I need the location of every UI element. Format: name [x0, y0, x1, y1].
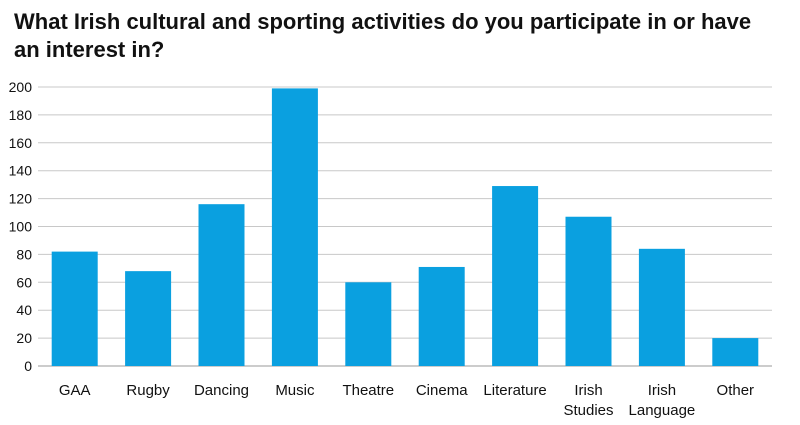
- x-category-label-line: Music: [275, 382, 315, 399]
- x-category-label-0: GAA: [59, 382, 91, 399]
- x-category-label-line: Theatre: [342, 382, 394, 399]
- bar-5: [418, 266, 465, 366]
- x-category-label-line: Studies: [563, 402, 613, 419]
- y-tick-label-20: 20: [16, 330, 32, 346]
- x-category-label-7: Irish Studies: [563, 382, 613, 419]
- bar-0: [51, 251, 98, 366]
- y-tick-label-120: 120: [9, 191, 33, 207]
- bar-4: [345, 282, 392, 366]
- x-category-label-line: Irish: [648, 382, 676, 399]
- x-category-label-4: Theatre: [342, 382, 394, 399]
- y-tick-label-180: 180: [9, 107, 33, 123]
- x-category-label-2: Dancing: [194, 382, 249, 399]
- x-category-label-line: Irish: [574, 382, 602, 399]
- chart-title: What Irish cultural and sporting activit…: [14, 9, 752, 62]
- bar-7: [565, 216, 612, 366]
- x-category-label-line: Dancing: [194, 382, 249, 399]
- bar-2: [198, 204, 245, 366]
- x-category-label-8: Irish Language: [629, 382, 696, 419]
- x-category-label-line: Language: [629, 402, 696, 419]
- y-tick-label-200: 200: [9, 79, 33, 95]
- y-tick-label-160: 160: [9, 135, 33, 151]
- bar-1: [125, 271, 172, 366]
- y-tick-label-40: 40: [16, 302, 32, 318]
- x-category-label-line: Literature: [483, 382, 546, 399]
- x-category-label-line: Rugby: [126, 382, 170, 399]
- y-tick-label-80: 80: [16, 246, 32, 262]
- bar-6: [492, 186, 539, 366]
- bar-9: [712, 338, 759, 366]
- x-category-label-line: Cinema: [416, 382, 468, 399]
- bar-3: [271, 88, 318, 367]
- x-category-label-line: Other: [717, 382, 755, 399]
- y-tick-label-0: 0: [24, 358, 32, 374]
- x-category-label-1: Rugby: [126, 382, 170, 399]
- x-category-label-6: Literature: [483, 382, 546, 399]
- x-category-label-9: Other: [717, 382, 755, 399]
- bar-8: [638, 248, 685, 366]
- x-category-label-3: Music: [275, 382, 315, 399]
- x-category-label-line: GAA: [59, 382, 91, 399]
- y-tick-label-100: 100: [9, 219, 33, 235]
- x-category-label-5: Cinema: [416, 382, 468, 399]
- y-tick-label-140: 140: [9, 163, 33, 179]
- y-tick-label-60: 60: [16, 274, 32, 290]
